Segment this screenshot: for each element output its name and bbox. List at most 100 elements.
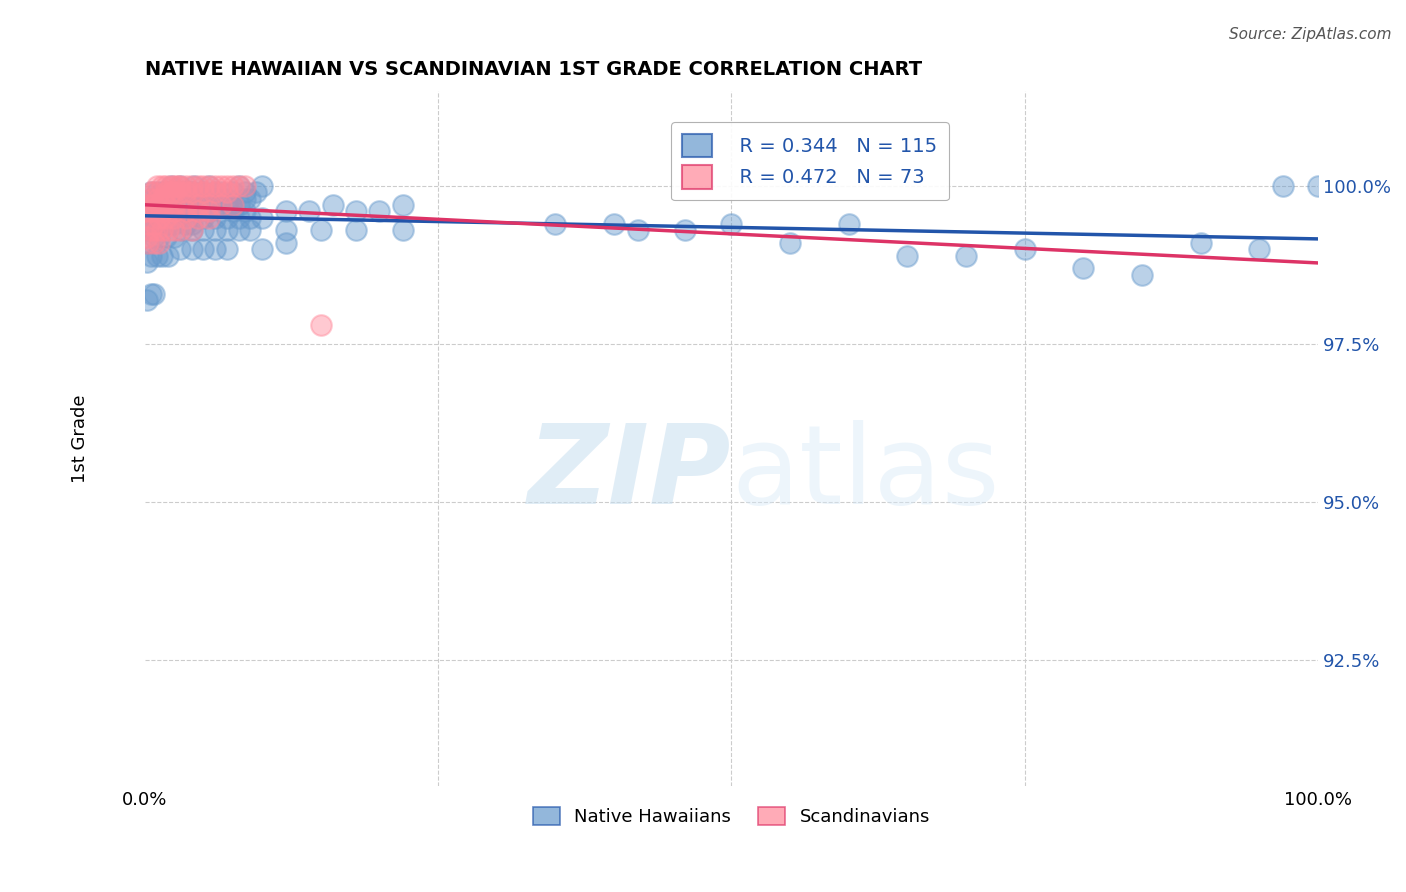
Point [174, 211, 197, 225]
Point [143, 229, 166, 244]
Point [166, 179, 188, 194]
Point [193, 186, 215, 200]
Point [228, 179, 250, 194]
Point [155, 192, 177, 206]
Point [183, 179, 205, 194]
Point [1189, 235, 1212, 250]
Point [136, 229, 159, 244]
Point [239, 223, 262, 237]
Point [157, 186, 180, 200]
Point [180, 217, 202, 231]
Point [187, 198, 209, 212]
Point [139, 223, 162, 237]
Point [215, 242, 238, 256]
Point [174, 179, 197, 194]
Point [174, 186, 197, 200]
Point [239, 211, 262, 225]
Point [309, 223, 332, 237]
Point [187, 204, 209, 219]
Point [233, 204, 256, 219]
Point [274, 223, 297, 237]
Point [143, 198, 166, 212]
Point [187, 204, 209, 219]
Point [250, 242, 273, 256]
Point [152, 217, 174, 231]
Point [169, 179, 191, 194]
Point [1308, 179, 1330, 194]
Point [215, 223, 238, 237]
Point [274, 235, 297, 250]
Point [169, 198, 191, 212]
Point [626, 223, 648, 237]
Point [544, 217, 567, 231]
Point [1271, 179, 1294, 194]
Point [198, 211, 221, 225]
Point [180, 223, 202, 237]
Point [163, 186, 186, 200]
Point [1249, 242, 1271, 256]
Point [152, 192, 174, 206]
Point [274, 204, 297, 219]
Point [204, 179, 226, 194]
Point [720, 217, 742, 231]
Point [163, 204, 186, 219]
Point [198, 179, 221, 194]
Point [163, 211, 186, 225]
Point [148, 198, 170, 212]
Point [250, 211, 273, 225]
Point [209, 186, 232, 200]
Point [174, 198, 197, 212]
Point [152, 223, 174, 237]
Point [148, 211, 170, 225]
Point [180, 242, 202, 256]
Point [163, 198, 186, 212]
Point [136, 198, 159, 212]
Point [148, 211, 170, 225]
Point [298, 204, 321, 219]
Text: ZIP: ZIP [529, 420, 731, 527]
Point [152, 192, 174, 206]
Point [163, 223, 186, 237]
Point [148, 229, 170, 244]
Point [204, 192, 226, 206]
Point [215, 186, 238, 200]
Point [145, 223, 167, 237]
Point [187, 198, 209, 212]
Point [152, 186, 174, 200]
Point [145, 192, 167, 206]
Point [169, 223, 191, 237]
Point [245, 186, 267, 200]
Text: Source: ZipAtlas.com: Source: ZipAtlas.com [1229, 27, 1392, 42]
Point [180, 223, 202, 237]
Point [169, 204, 191, 219]
Point [136, 217, 159, 231]
Legend: Native Hawaiians, Scandinavians: Native Hawaiians, Scandinavians [526, 799, 938, 833]
Point [163, 198, 186, 212]
Point [163, 217, 186, 231]
Point [233, 186, 256, 200]
Point [174, 217, 197, 231]
Point [145, 204, 167, 219]
Point [143, 286, 166, 301]
Point [139, 186, 162, 200]
Point [779, 235, 801, 250]
Point [1130, 268, 1153, 282]
Point [166, 192, 188, 206]
Point [143, 235, 166, 250]
Point [1073, 261, 1095, 276]
Point [198, 198, 221, 212]
Point [143, 217, 166, 231]
Point [180, 186, 202, 200]
Point [143, 211, 166, 225]
Point [157, 217, 180, 231]
Point [169, 179, 191, 194]
Point [169, 242, 191, 256]
Point [209, 198, 232, 212]
Point [136, 235, 159, 250]
Point [143, 198, 166, 212]
Point [204, 223, 226, 237]
Point [198, 204, 221, 219]
Point [180, 179, 202, 194]
Point [204, 211, 226, 225]
Text: NATIVE HAWAIIAN VS SCANDINAVIAN 1ST GRADE CORRELATION CHART: NATIVE HAWAIIAN VS SCANDINAVIAN 1ST GRAD… [145, 60, 922, 78]
